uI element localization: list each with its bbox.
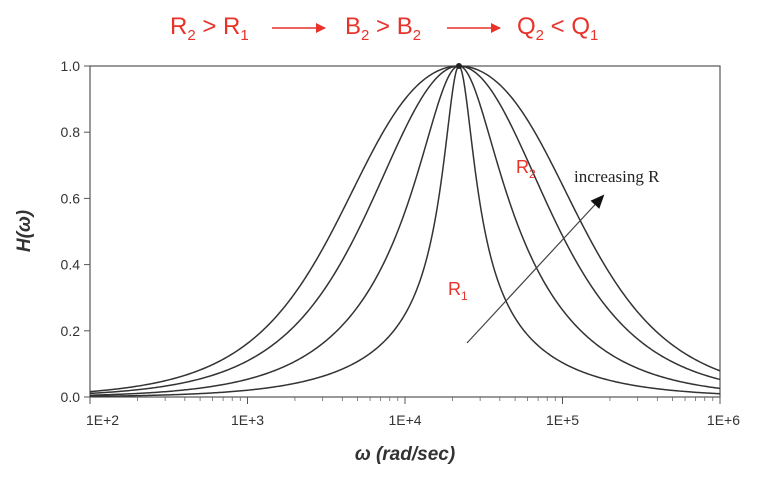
y-tick-label: 0.2: [61, 323, 81, 339]
y-tick-label: 1.0: [61, 58, 81, 74]
response-curve-4: [89, 65, 721, 393]
y-tick-label: 0.6: [61, 190, 81, 206]
r1-label: R1: [448, 279, 468, 303]
increasing-r-arrow: [466, 194, 605, 344]
response-curve-3: [89, 65, 721, 395]
x-tick-label: 1E+6: [707, 412, 740, 428]
curves: [89, 63, 721, 398]
header-relations: R2 > R1 B2 > B2 Q2 < Q1: [170, 13, 598, 44]
y-axis: 0.0 0.2 0.4 0.6 0.8 1.0: [61, 58, 90, 405]
x-axis-title: ω (rad/sec): [355, 444, 455, 465]
y-tick-label: 0.8: [61, 124, 81, 140]
x-tick-label: 1E+3: [231, 412, 264, 428]
plot-frame: [89, 65, 721, 398]
x-tick-label: 1E+5: [546, 412, 579, 428]
y-tick-label: 0.0: [61, 389, 81, 405]
header-b-relation: B2 > B2: [345, 13, 421, 44]
y-axis-title: H(ω): [14, 210, 35, 252]
response-curve-1: [89, 64, 721, 398]
increasing-r-label: increasing R: [574, 167, 660, 186]
x-axis: 1E+2 1E+3 1E+4 1E+5 1E+6: [86, 397, 740, 428]
peak-point: [455, 63, 462, 69]
header-r-relation: R2 > R1: [170, 13, 249, 44]
x-tick-label: 1E+4: [388, 412, 421, 428]
y-tick-label: 0.4: [61, 257, 81, 273]
x-tick-label: 1E+2: [86, 412, 119, 428]
r2-label: R2: [516, 157, 536, 181]
response-curve-2: [89, 65, 721, 396]
header-q-relation: Q2 < Q1: [517, 13, 598, 44]
